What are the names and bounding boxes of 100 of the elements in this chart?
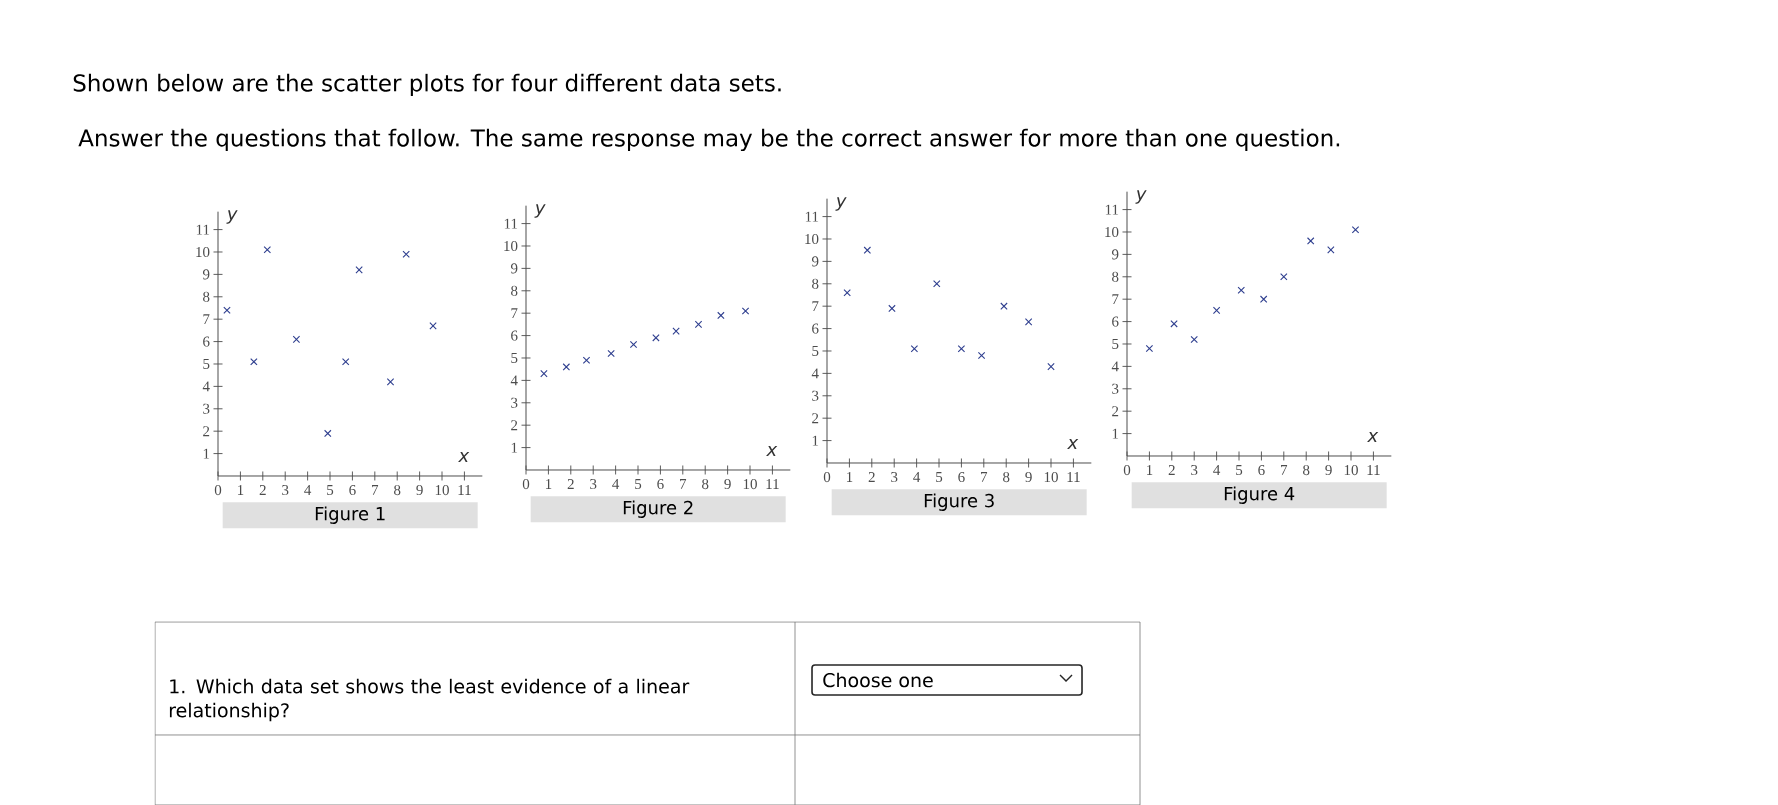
x-tick-label: 7 [1281,465,1288,475]
y-tick-label: 8 [203,291,210,302]
x-tick-label: 4 [913,472,921,482]
x-tick-label: 11 [1367,465,1380,475]
x-tick-label: 11 [766,479,779,489]
x-tick-label: 10 [435,485,449,496]
x-tick-label: 0 [1123,465,1131,476]
point [694,320,703,329]
y-tick-label: 1 [812,435,819,446]
x-tick-label: 0 [823,472,831,483]
text: Figure 3 [924,493,994,511]
x-tick-label: 1 [545,479,552,489]
x-tick-label: 11 [458,485,471,495]
point [402,250,410,258]
point [957,345,966,353]
x-tick-label: 9 [1325,465,1332,476]
x-tick-label: 8 [1003,472,1010,483]
y-tick-label: 10 [805,233,819,245]
x-tick-label: 1 [237,485,244,495]
y-tick-label: 9 [510,263,518,274]
x-tick-label: 3 [891,472,898,483]
x-tick-label: 2 [259,485,266,495]
y-tick-label: 7 [812,301,819,312]
x-tick-label: 10 [1344,465,1358,476]
point [717,311,725,320]
point [1047,362,1055,371]
y-tick-label: 6 [203,336,210,347]
x-axis-title: x [1067,439,1079,449]
text: 1. Which data set shows the least evidence of a linear relationship? [169,678,690,722]
point [386,378,395,386]
x-tick-label: 6 [958,472,965,483]
point [223,306,231,314]
y-tick-label: 3 [511,397,518,408]
text: Choose one [823,672,933,688]
point [292,335,301,344]
x-axis-title: x [458,452,470,462]
x-tick-label: 8 [702,479,709,490]
point [910,345,919,353]
y-tick-label: 6 [1112,316,1119,327]
y-tick-label: 11 [196,224,210,235]
y-tick-label: 3 [1112,383,1119,394]
y-tick-label: 1 [1112,428,1119,439]
point [1327,246,1335,254]
x-tick-label: 9 [1025,472,1032,483]
x-tick-label: 7 [680,479,687,489]
x-tick-label: 5 [635,479,642,489]
x-tick-label: 10 [1044,472,1058,483]
point [977,351,986,360]
y-tick-label: 9 [202,269,210,280]
point [1212,306,1221,315]
x-tick-label: 4 [1213,465,1221,475]
x-tick-label: 5 [936,472,943,482]
y-tick-label: 4 [202,381,210,392]
x-axis-title: x [1367,432,1379,442]
y-tick-label: 5 [812,346,819,356]
y-tick-label: 7 [511,308,518,319]
x-tick-label: 1 [1146,465,1153,475]
point [355,266,363,274]
point [1259,295,1268,303]
y-tick-label: 8 [511,285,518,296]
x-tick-label: 5 [327,485,334,495]
y-tick-label: 7 [1112,294,1119,305]
text: Figure 2 [623,500,693,518]
x-tick-label: 11 [1067,472,1080,482]
x-tick-label: 8 [394,485,401,496]
point [263,246,272,254]
x-tick-label: 4 [304,485,312,495]
point [741,307,750,315]
text: Answer the questions that follow. The same response may be the correct answer for more than one question. [78,128,1340,152]
x-tick-label: 3 [590,479,597,490]
point [1280,273,1288,281]
y-tick-label: 1 [511,442,518,453]
y-tick-label: 4 [510,375,518,386]
point [888,304,896,313]
point [607,349,615,358]
x-tick-label: 8 [1303,465,1310,476]
point [1306,237,1315,245]
x-tick-label: 6 [349,485,356,496]
y-tick-label: 6 [511,330,518,341]
x-tick-label: 2 [567,479,574,489]
point [1145,344,1154,353]
x-tick-label: 3 [282,485,289,496]
x-tick-label: 5 [1236,465,1243,475]
point [582,356,591,364]
y-tick-label: 9 [811,256,819,267]
y-tick-label: 10 [196,246,210,258]
y-tick-label: 4 [1111,361,1119,372]
point [341,358,350,366]
y-tick-label: 10 [1105,226,1119,238]
y-axis-title: y [534,204,546,218]
y-tick-label: 5 [1112,339,1119,349]
x-tick-label: 4 [612,479,620,489]
x-tick-label: 2 [868,472,875,482]
x-tick-label: 7 [372,485,379,495]
y-tick-label: 5 [511,353,518,363]
point [672,327,680,335]
x-tick-label: 10 [743,479,757,490]
y-tick-label: 2 [812,413,819,424]
x-tick-label: 9 [724,479,731,490]
point [933,280,941,288]
